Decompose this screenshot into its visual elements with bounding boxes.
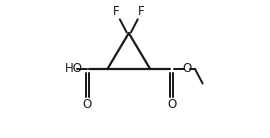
Text: O: O (167, 98, 176, 111)
Text: HO: HO (65, 63, 83, 75)
Text: O: O (83, 98, 92, 111)
Text: F: F (113, 5, 120, 18)
Text: O: O (182, 63, 191, 75)
Text: F: F (138, 5, 144, 18)
